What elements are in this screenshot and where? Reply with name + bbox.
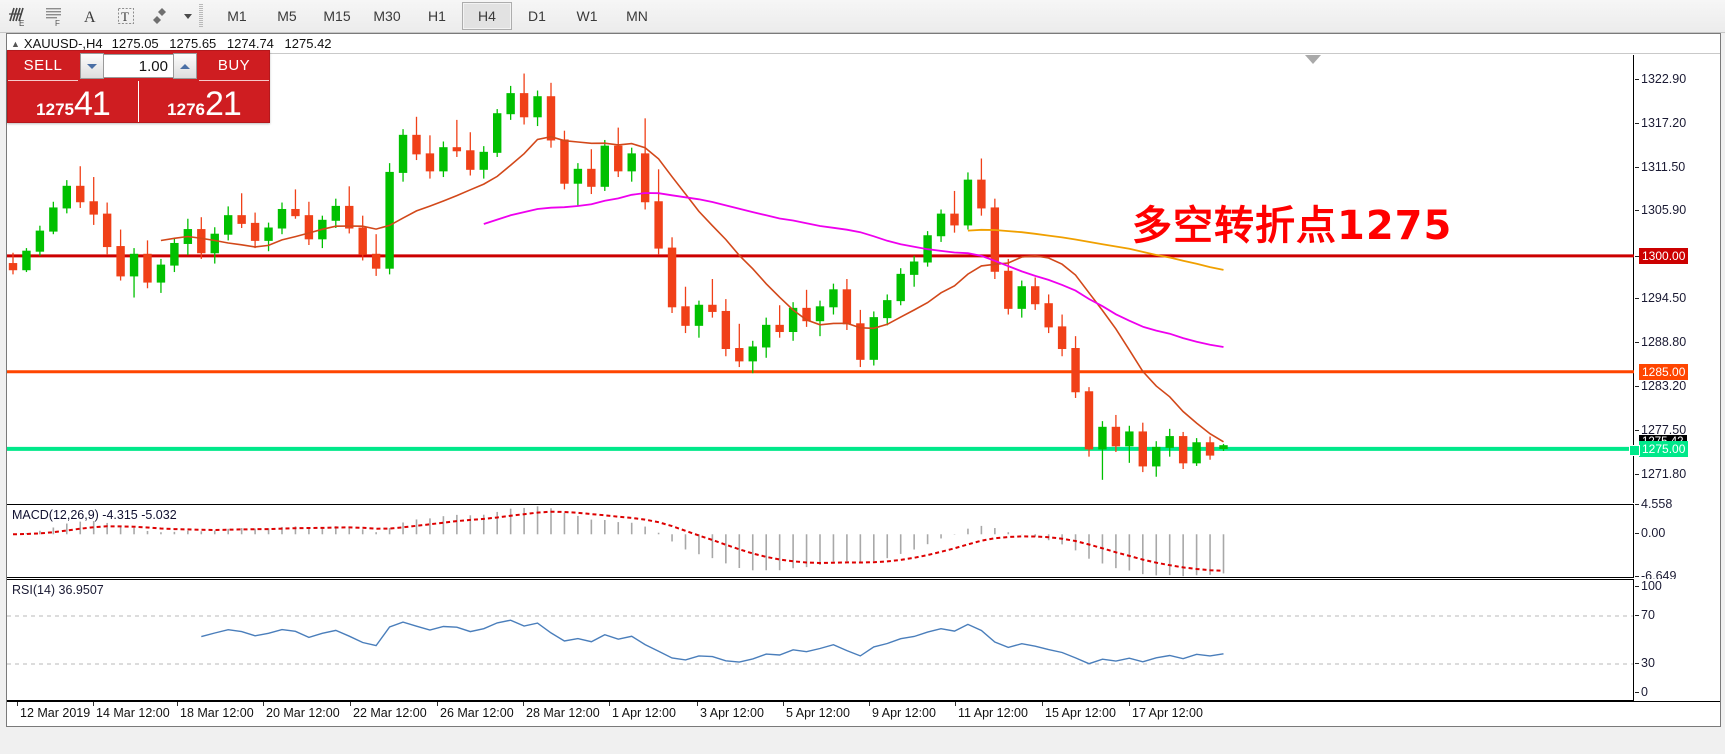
time-tick-label: 5 Apr 12:00 [786,706,850,720]
price-pane[interactable]: 多空转折点1275 [7,55,1634,503]
rsi-chart-svg [7,615,1633,665]
volume-input[interactable]: 1.00 [104,54,173,78]
trade-panel-top-row: SELL 1.00 BUY [8,51,269,81]
collapse-icon[interactable]: ▲ [11,38,20,49]
chart-toolbar: E F A T [0,0,1725,33]
price-chart-svg [7,73,1634,480]
price-line-drag-handle[interactable] [1629,444,1640,456]
time-tick-mark [697,702,698,706]
sell-price-figure: 1275 [36,100,74,119]
rsi-pane[interactable]: RSI(14) 36.9507 [7,579,1634,701]
trade-panel-prices: 1275 41 1276 21 [8,81,269,122]
sell-button[interactable]: SELL [8,52,78,81]
rsi-axis: 100 70 30 0 [1635,579,1720,701]
time-tick-label: 3 Apr 12:00 [700,706,764,720]
volume-increase-button[interactable] [173,53,197,79]
objects-icon[interactable] [144,2,180,30]
time-tick-label: 22 Mar 12:00 [353,706,427,720]
chart-window: ▲ XAUUSD-,H4 1275.05 1275.65 1274.74 127… [6,33,1721,727]
time-tick-label: 26 Mar 12:00 [440,706,514,720]
svg-text:A: A [84,9,96,26]
time-tick-label: 20 Mar 12:00 [266,706,340,720]
chart-ohlc-values: 1275.05 1275.65 1274.74 1275.42 [112,36,339,51]
timeframe-w1[interactable]: W1 [576,8,598,24]
buy-price-figure: 1276 [167,100,205,119]
chart-symbol-label: XAUUSD-,H4 [23,36,103,51]
one-click-trading-panel[interactable]: SELL 1.00 BUY 1275 41 1276 21 [7,50,270,123]
timeframe-mn[interactable]: MN [626,8,648,24]
svg-text:T: T [121,9,129,24]
time-tick-label: 9 Apr 12:00 [872,706,936,720]
time-tick-label: 11 Apr 12:00 [958,706,1028,720]
time-tick-label: 15 Apr 12:00 [1045,706,1116,720]
timeframe-m1[interactable]: M1 [227,8,247,24]
time-tick-mark [263,702,264,706]
time-tick-label: 12 Mar 2019 [20,706,91,720]
chevron-down-icon[interactable] [180,2,196,30]
price-axis[interactable]: 1275.421322.901317.201311.501305.901300.… [1629,55,1720,503]
buy-price[interactable]: 1276 21 [139,81,269,122]
macd-pane[interactable]: MACD(12,26,9) -4.315 -5.032 [7,504,1634,578]
buy-price-pips: 21 [205,85,242,123]
volume-decrease-button[interactable] [80,53,104,79]
text-label-icon[interactable]: T [108,2,144,30]
toolbar-separator [196,3,206,29]
time-tick-mark [1042,702,1043,706]
time-tick-label: 1 Apr 12:00 [612,706,676,720]
volume-stepper[interactable]: 1.00 [80,53,197,79]
time-tick-mark [523,702,524,706]
time-tick-mark [177,702,178,706]
timeframe-m5[interactable]: M5 [277,8,297,24]
time-tick-mark [350,702,351,706]
rsi-label: RSI(14) 36.9507 [12,583,104,597]
time-tick-mark [609,702,610,706]
time-tick-mark [955,702,956,706]
time-tick-mark [783,702,784,706]
text-tool-icon[interactable]: A [72,2,108,30]
time-tick-mark [93,702,94,706]
time-tick-label: 17 Apr 12:00 [1132,706,1203,720]
timeframe-bar: M1 M5 M15 M30 H1 H4 D1 W1 MN [212,2,662,30]
ohlc-low: 1274.74 [226,36,274,51]
sell-price[interactable]: 1275 41 [8,81,139,122]
ohlc-high: 1275.65 [169,36,217,51]
macd-label: MACD(12,26,9) -4.315 -5.032 [12,508,177,522]
ohlc-open: 1275.05 [111,36,159,51]
chart-top-marker [1305,55,1321,64]
timeframe-m30[interactable]: M30 [373,8,401,24]
time-tick-mark [869,702,870,706]
timeframe-h1[interactable]: H1 [428,8,446,24]
timeframe-m15[interactable]: M15 [323,8,351,24]
time-axis[interactable]: 12 Mar 2019 14 Mar 12:00 18 Mar 12:00 20 Ma… [7,701,1720,726]
sell-price-pips: 41 [74,85,111,123]
chart-quote-bar: ▲ XAUUSD-,H4 1275.05 1275.65 1274.74 127… [7,34,1720,54]
time-tick-label: 28 Mar 12:00 [526,706,600,720]
crosshair-grid-icon[interactable]: F [36,2,72,30]
macd-axis: 4.558 0.00 -6.649 [1635,497,1720,583]
macd-chart-svg [12,506,1225,577]
time-tick-mark [17,702,18,706]
indicators-icon[interactable]: E [0,2,36,30]
time-tick-label: 18 Mar 12:00 [180,706,254,720]
svg-text:E: E [19,19,24,27]
time-tick-label: 14 Mar 12:00 [96,706,170,720]
time-tick-mark [437,702,438,706]
time-tick-mark [1129,702,1130,706]
timeframe-d1[interactable]: D1 [528,8,546,24]
buy-button[interactable]: BUY [199,52,269,81]
timeframe-h4[interactable]: H4 [462,2,512,30]
ohlc-close: 1275.42 [284,36,332,51]
svg-text:F: F [55,19,60,27]
chart-annotation-text: 多空转折点1275 [1132,203,1453,249]
chart-plot-area: 多空转折点1275 MACD(12,26,9) -4.315 -5.032 RS… [7,55,1720,726]
